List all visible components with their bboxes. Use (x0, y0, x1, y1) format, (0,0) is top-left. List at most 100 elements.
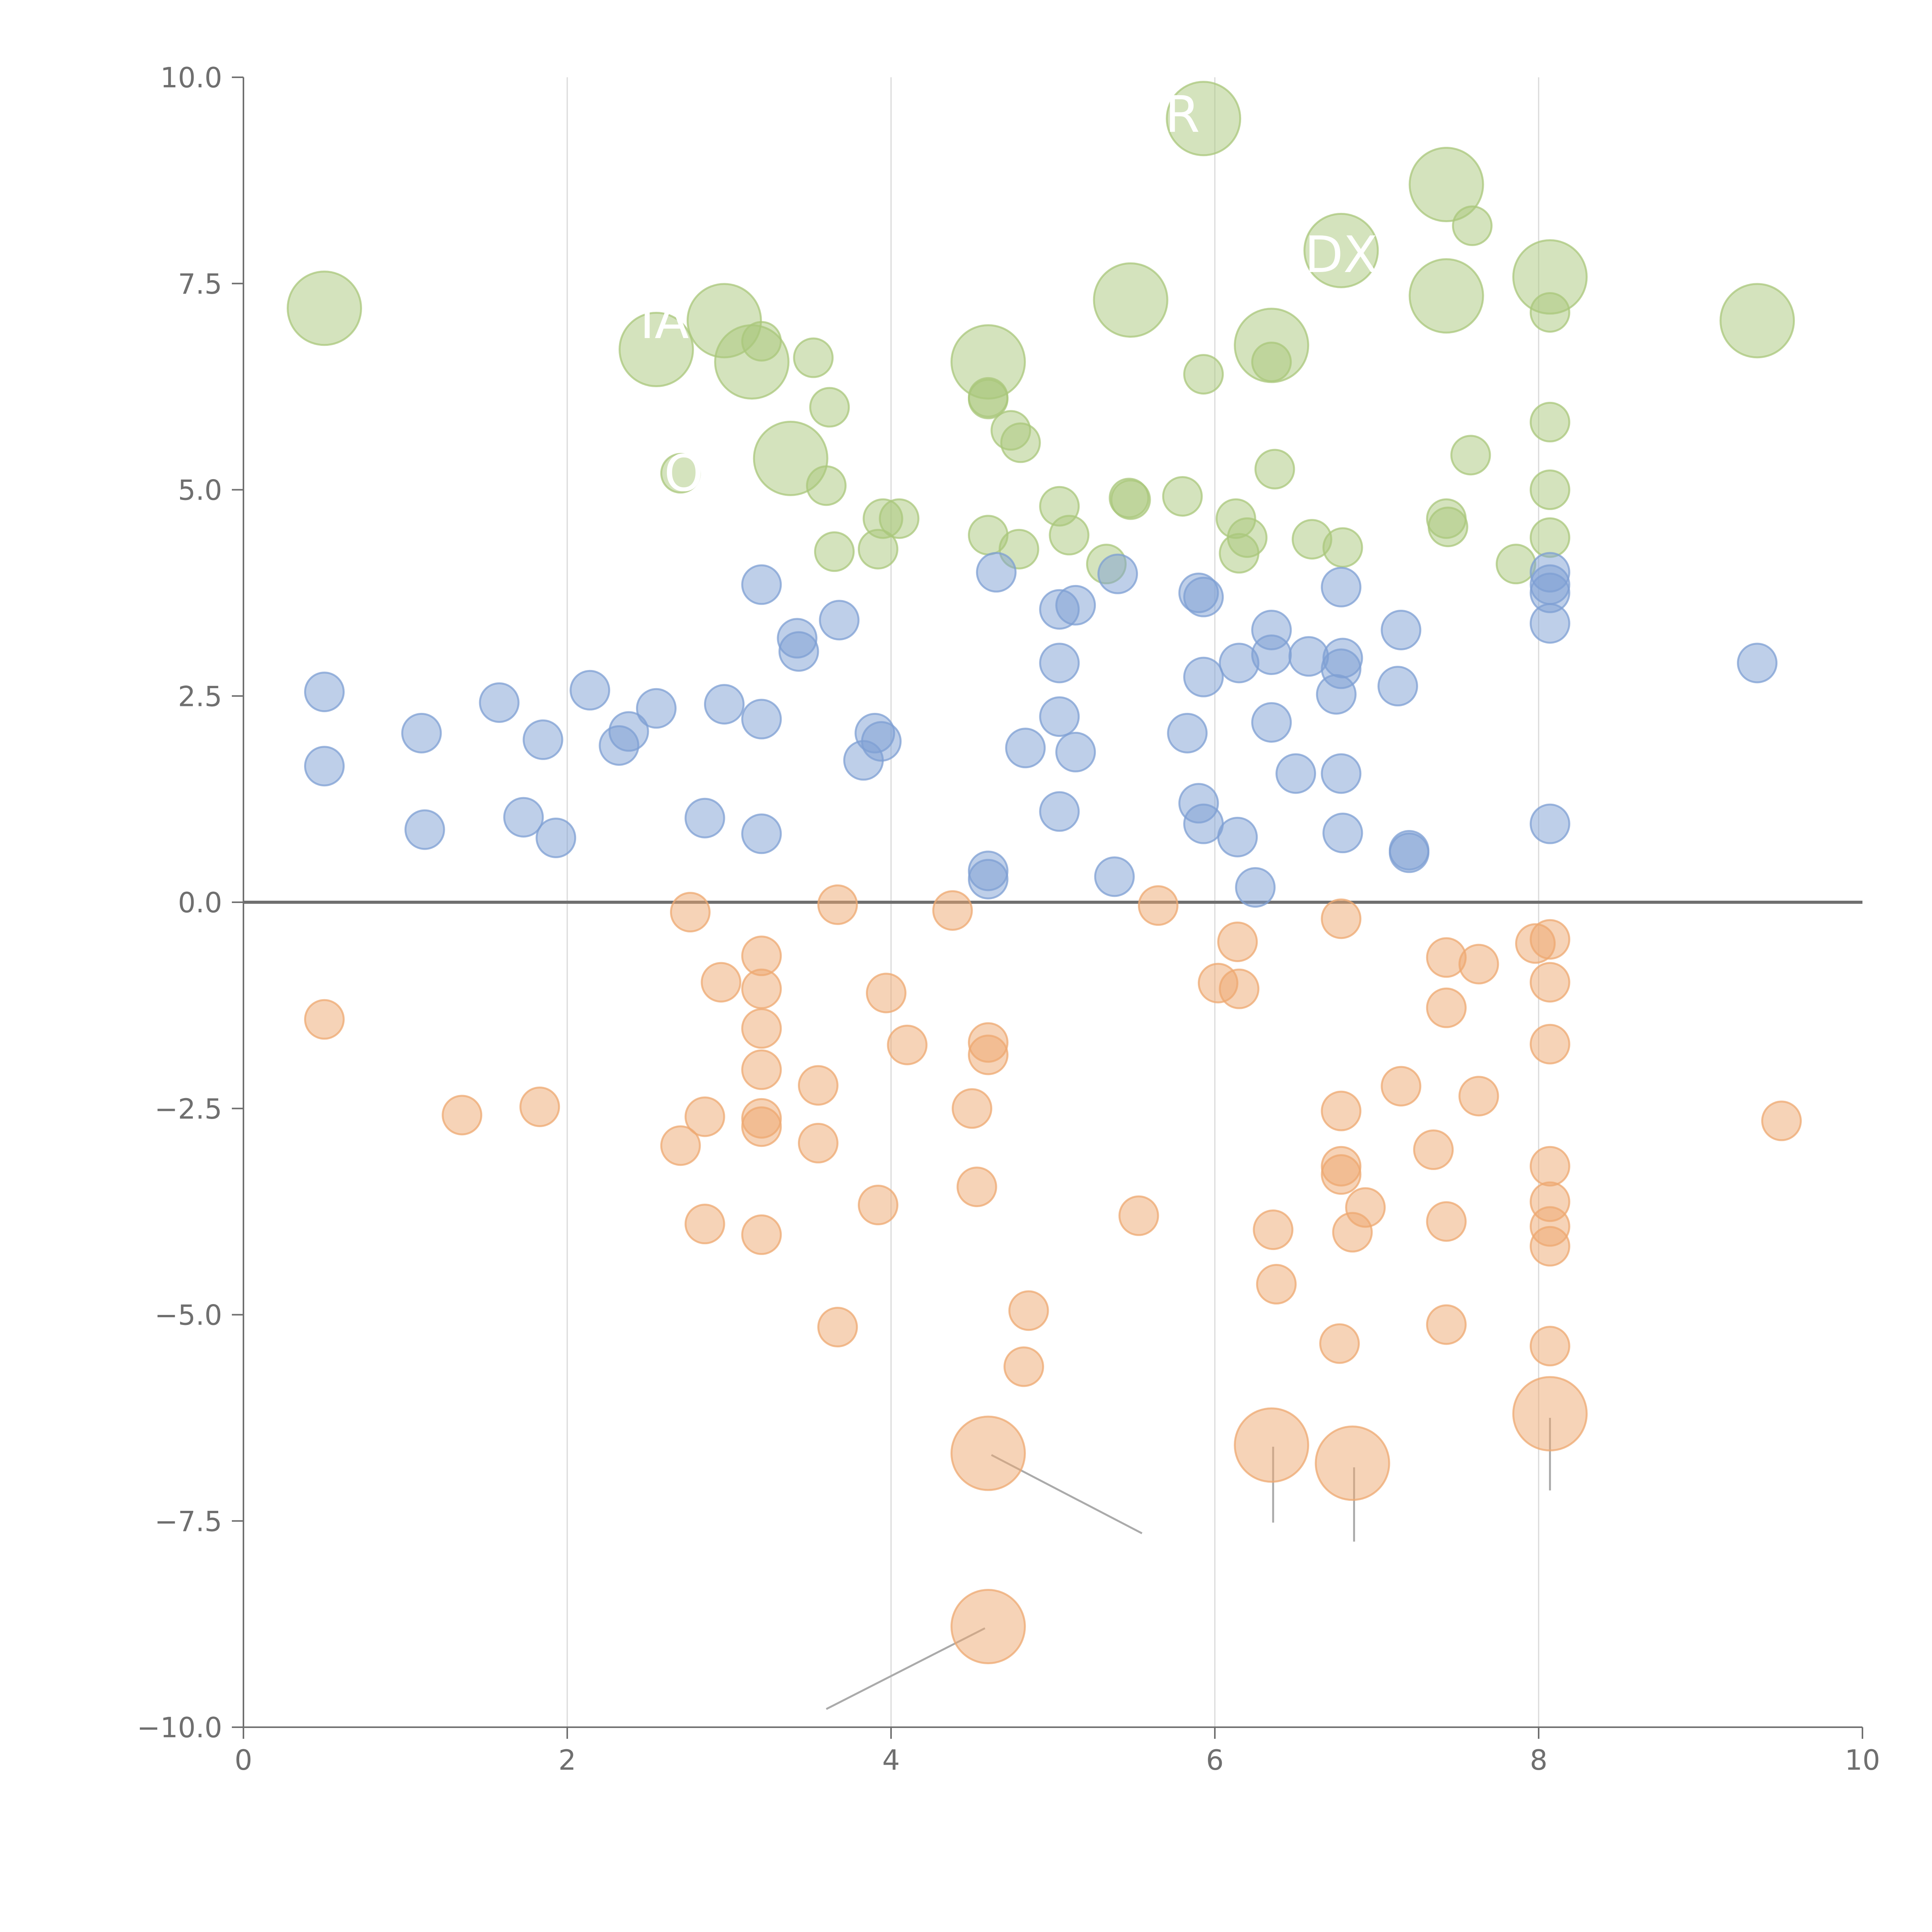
data-point-middle (1251, 634, 1292, 675)
data-point-middle (1183, 577, 1224, 617)
data-point-lower (1345, 1187, 1386, 1228)
data-point-lower (857, 1185, 898, 1226)
data-point-middle (741, 699, 782, 740)
data-point-middle (704, 684, 745, 725)
x-tick-label: 8 (1530, 1744, 1548, 1776)
data-point-middle (1055, 731, 1096, 772)
data-point-lower (817, 884, 858, 925)
data-point-lower (1413, 1129, 1454, 1170)
x-tick-label: 0 (235, 1744, 252, 1776)
data-point-lower (1529, 1326, 1570, 1367)
data-point-upper (287, 270, 362, 346)
data-point-middle (861, 721, 902, 762)
data-point-middle (1039, 643, 1080, 684)
data-point-upper (1049, 515, 1090, 556)
data-point-middle (1183, 656, 1224, 697)
data-points (287, 81, 1802, 1665)
annotation-label: O (664, 444, 704, 503)
data-point-upper (1529, 517, 1570, 558)
y-tick-label: −10.0 (137, 1711, 222, 1744)
data-point-upper (1408, 258, 1484, 334)
data-point-lower (1381, 1066, 1422, 1107)
data-point-middle (819, 600, 860, 641)
data-point-middle (404, 809, 445, 850)
data-point-lower (741, 968, 782, 1009)
data-point-upper (806, 465, 847, 506)
data-point-lower (1512, 1376, 1588, 1452)
data-point-lower (1219, 968, 1260, 1009)
data-point-lower (741, 1106, 782, 1147)
data-point-middle (570, 670, 611, 711)
annotation-label: IA (640, 291, 689, 350)
data-point-lower (866, 973, 906, 1014)
y-tick-label: 0.0 (178, 886, 222, 919)
data-point-upper (660, 453, 701, 494)
data-point-upper (1251, 342, 1292, 383)
data-point-lower (956, 1167, 997, 1208)
data-point-lower (1529, 962, 1570, 1003)
data-point-lower (684, 1204, 725, 1245)
data-point-upper (1452, 205, 1493, 246)
data-point-lower (1426, 987, 1467, 1028)
data-point-middle (304, 672, 345, 713)
data-point-lower (950, 1415, 1026, 1491)
data-point-middle (1322, 813, 1363, 854)
data-point-lower (887, 1024, 928, 1065)
data-point-middle (741, 813, 782, 854)
data-point-middle (1316, 674, 1357, 715)
data-point-upper (968, 379, 1009, 420)
data-point-lower (304, 999, 345, 1040)
data-point-upper (1529, 401, 1570, 442)
y-tick-label: 2.5 (178, 680, 222, 713)
data-point-middle (1217, 816, 1258, 857)
data-point-middle (1377, 666, 1418, 707)
data-point-middle (479, 682, 520, 723)
data-point-middle (1381, 609, 1422, 650)
data-point-lower (1426, 1304, 1467, 1345)
data-point-middle (976, 552, 1017, 593)
data-point-lower (684, 1096, 725, 1137)
data-point-middle (522, 719, 563, 760)
y-tick-label: 5.0 (178, 474, 222, 507)
data-point-lower (1426, 1201, 1467, 1242)
data-point-middle (1321, 566, 1362, 607)
data-point-middle (636, 688, 677, 729)
data-point-lower (968, 1034, 1009, 1075)
tick-labels: 0 2 4 6 8 10 10.0 7.5 5.0 2.5 0.0 −2.5 −5.0 −7.5 −10.0 (137, 61, 1880, 1776)
data-point-lower (1315, 1425, 1390, 1501)
data-point-upper (1093, 262, 1168, 338)
data-point-middle (1055, 585, 1096, 626)
data-point-lower (660, 1125, 701, 1166)
data-point-middle (1097, 553, 1138, 594)
data-point-middle (741, 564, 782, 605)
data-point-upper (1254, 449, 1295, 490)
data-point-middle (401, 713, 442, 753)
data-point-upper (1000, 422, 1041, 463)
annotations: R DX IA O (640, 85, 1378, 503)
data-point-lower (442, 1095, 483, 1136)
data-point-lower (1321, 898, 1362, 939)
data-point-lower (1138, 885, 1179, 926)
data-point-middle (1005, 728, 1046, 769)
data-point-middle (1737, 643, 1778, 684)
data-point-upper (809, 387, 850, 428)
data-point-lower (741, 1214, 782, 1255)
data-point-middle (778, 631, 819, 672)
data-point-middle (1039, 791, 1080, 832)
data-point-middle (1389, 832, 1430, 873)
data-point-lower (1529, 919, 1570, 960)
data-point-upper (1303, 213, 1379, 288)
data-point-lower (701, 962, 742, 1003)
data-point-middle (304, 746, 345, 787)
x-tick-label: 4 (882, 1744, 900, 1776)
data-point-upper (1183, 354, 1224, 395)
data-point-lower (741, 1049, 782, 1090)
data-point-middle (1276, 753, 1316, 794)
data-point-lower (1529, 1226, 1570, 1267)
data-point-lower (741, 1008, 782, 1049)
data-point-lower (1321, 1154, 1362, 1195)
data-point-lower (1761, 1100, 1802, 1141)
data-point-lower (670, 892, 711, 933)
data-point-lower (1319, 1323, 1360, 1364)
